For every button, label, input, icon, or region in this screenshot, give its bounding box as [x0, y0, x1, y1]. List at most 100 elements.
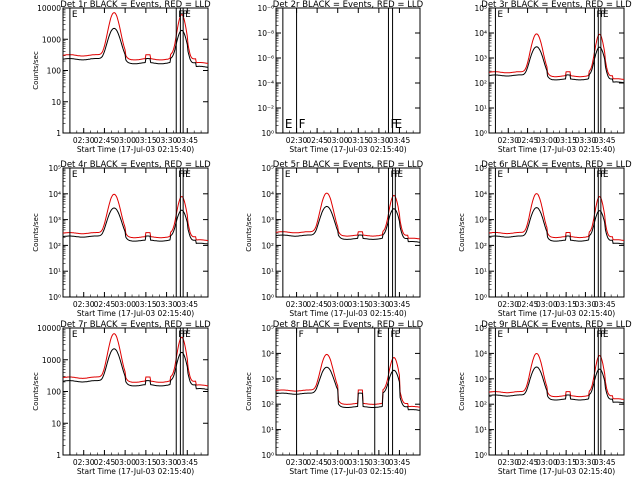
y-tick-label: 100 [47, 67, 62, 76]
y-tick-label: 10⁵ [474, 4, 487, 13]
panel-title: Det 1r BLACK = Events, RED = LLD [60, 0, 211, 10]
marker-label: F [182, 330, 187, 340]
y-tick-label: 10⁵ [474, 324, 487, 333]
marker-label: F [600, 170, 605, 180]
x-tick-label: 02:30 [73, 300, 95, 309]
y-tick-label: 10000 [37, 324, 61, 333]
x-tick-label: 02:45 [94, 458, 116, 467]
x-axis-label: Start Time (17-Jul-03 02:15:40) [289, 309, 406, 318]
marker-label: F [390, 117, 397, 131]
x-tick-label: 03:30 [575, 458, 597, 467]
x-tick-label: 03:45 [594, 136, 616, 145]
y-axis-label: Counts/sec [32, 372, 40, 411]
x-tick-label: 03:15 [347, 458, 369, 467]
panel-title: Det 2r BLACK = Events, RED = LLD [273, 0, 424, 10]
x-tick-label: 03:00 [327, 136, 349, 145]
y-tick-label: 10⁻⁴ [257, 79, 274, 88]
x-tick-label: 03:45 [389, 136, 411, 145]
x-tick-label: 02:30 [497, 300, 519, 309]
x-tick-label: 03:00 [536, 300, 558, 309]
y-axis-label: Counts/sec [32, 51, 40, 90]
y-tick-label: 10⁻² [257, 104, 274, 113]
y-axis-label: Counts/sec [458, 372, 466, 411]
plot-frame [62, 327, 209, 456]
marker-label: E [603, 170, 609, 180]
x-tick-label: 03:30 [368, 300, 390, 309]
panel-det-4: Det 4r BLACK = Events, RED = LLD 10⁰ 10¹ 10… [32, 160, 211, 318]
y-tick-label: 10¹ [48, 267, 61, 276]
marker-label: E [185, 170, 191, 180]
y-tick-label: 10 [51, 419, 61, 428]
lld-series-line [62, 12, 209, 64]
y-tick-label: 10000 [37, 4, 61, 13]
x-tick-label: 03:45 [176, 458, 198, 467]
marker-label: E [395, 117, 403, 131]
x-tick-label: 02:30 [286, 458, 308, 467]
plot-frame [62, 167, 209, 298]
y-tick-label: 10¹ [474, 426, 487, 435]
x-tick-label: 03:30 [575, 300, 597, 309]
x-tick-label: 03:00 [536, 136, 558, 145]
x-tick-label: 03:45 [389, 300, 411, 309]
y-tick-label: 10 [51, 98, 61, 107]
x-axis-label: Start Time (17-Jul-03 02:15:40) [289, 467, 406, 476]
y-tick-label: 10⁴ [474, 29, 487, 38]
x-tick-label: 03:30 [156, 136, 178, 145]
panel-det-6: Det 6r BLACK = Events, RED = LLD 10⁰ 10¹ 10… [458, 160, 632, 318]
x-tick-label: 03:00 [114, 136, 136, 145]
y-tick-label: 1000 [42, 356, 61, 365]
lld-series-line [275, 353, 421, 408]
y-tick-label: 10¹ [474, 104, 487, 113]
events-series-line [62, 348, 209, 390]
x-tick-label: 03:30 [156, 300, 178, 309]
y-tick-label: 10³ [48, 216, 61, 225]
x-tick-label: 03:00 [327, 300, 349, 309]
y-tick-label: 10² [474, 400, 487, 409]
y-tick-label: 10⁰ [261, 293, 274, 302]
y-axis-label: Counts/sec [245, 372, 253, 411]
y-tick-label: 10² [261, 400, 274, 409]
panel-title: Det 6r BLACK = Events, RED = LLD [481, 160, 632, 170]
y-tick-label: 10⁴ [474, 349, 487, 358]
x-tick-label: 02:45 [94, 136, 116, 145]
plot-frame [488, 327, 625, 456]
x-tick-label: 02:30 [286, 136, 308, 145]
y-tick-label: 10⁴ [261, 349, 274, 358]
panel-det-3: Det 3r BLACK = Events, RED = LLD 10⁰ 10¹ 10… [474, 0, 632, 154]
marker-label: E [395, 330, 401, 340]
x-tick-label: 03:15 [555, 458, 577, 467]
x-axis-label: Start Time (17-Jul-03 02:15:40) [77, 309, 194, 318]
marker-label: F [182, 10, 187, 20]
y-tick-label: 10⁴ [48, 190, 61, 199]
x-tick-label: 03:45 [389, 458, 411, 467]
lld-series-line [275, 192, 421, 240]
marker-label: F [182, 170, 187, 180]
y-tick-label: 10² [474, 79, 487, 88]
lld-series-line [488, 352, 625, 400]
x-tick-label: 02:30 [497, 136, 519, 145]
y-axis-label: Counts/sec [458, 213, 466, 252]
marker-label: E [497, 10, 503, 20]
panel-title: Det 7r BLACK = Events, RED = LLD [60, 320, 211, 330]
lld-series-line [62, 193, 209, 242]
x-tick-label: 03:45 [594, 458, 616, 467]
marker-label: E [377, 330, 383, 340]
events-series-line [62, 207, 209, 245]
y-axis-label: Counts/sec [32, 213, 40, 252]
x-tick-label: 03:15 [135, 300, 157, 309]
y-tick-label: 10⁰ [261, 129, 274, 138]
y-tick-label: 10² [261, 241, 274, 250]
x-axis-label: Start Time (17-Jul-03 02:15:40) [289, 145, 406, 154]
marker-label: E [72, 170, 78, 180]
plot-frame [488, 167, 625, 298]
x-tick-label: 03:30 [368, 136, 390, 145]
x-tick-label: 03:45 [176, 300, 198, 309]
panel-title: Det 5r BLACK = Events, RED = LLD [273, 160, 424, 170]
marker-label: E [603, 10, 609, 20]
y-tick-label: 100 [47, 388, 62, 397]
x-axis-label: Start Time (17-Jul-03 02:15:40) [498, 145, 615, 154]
x-tick-label: 03:15 [555, 136, 577, 145]
x-tick-label: 02:30 [73, 458, 95, 467]
y-tick-label: 10¹ [261, 426, 274, 435]
marker-label: F [596, 10, 601, 20]
